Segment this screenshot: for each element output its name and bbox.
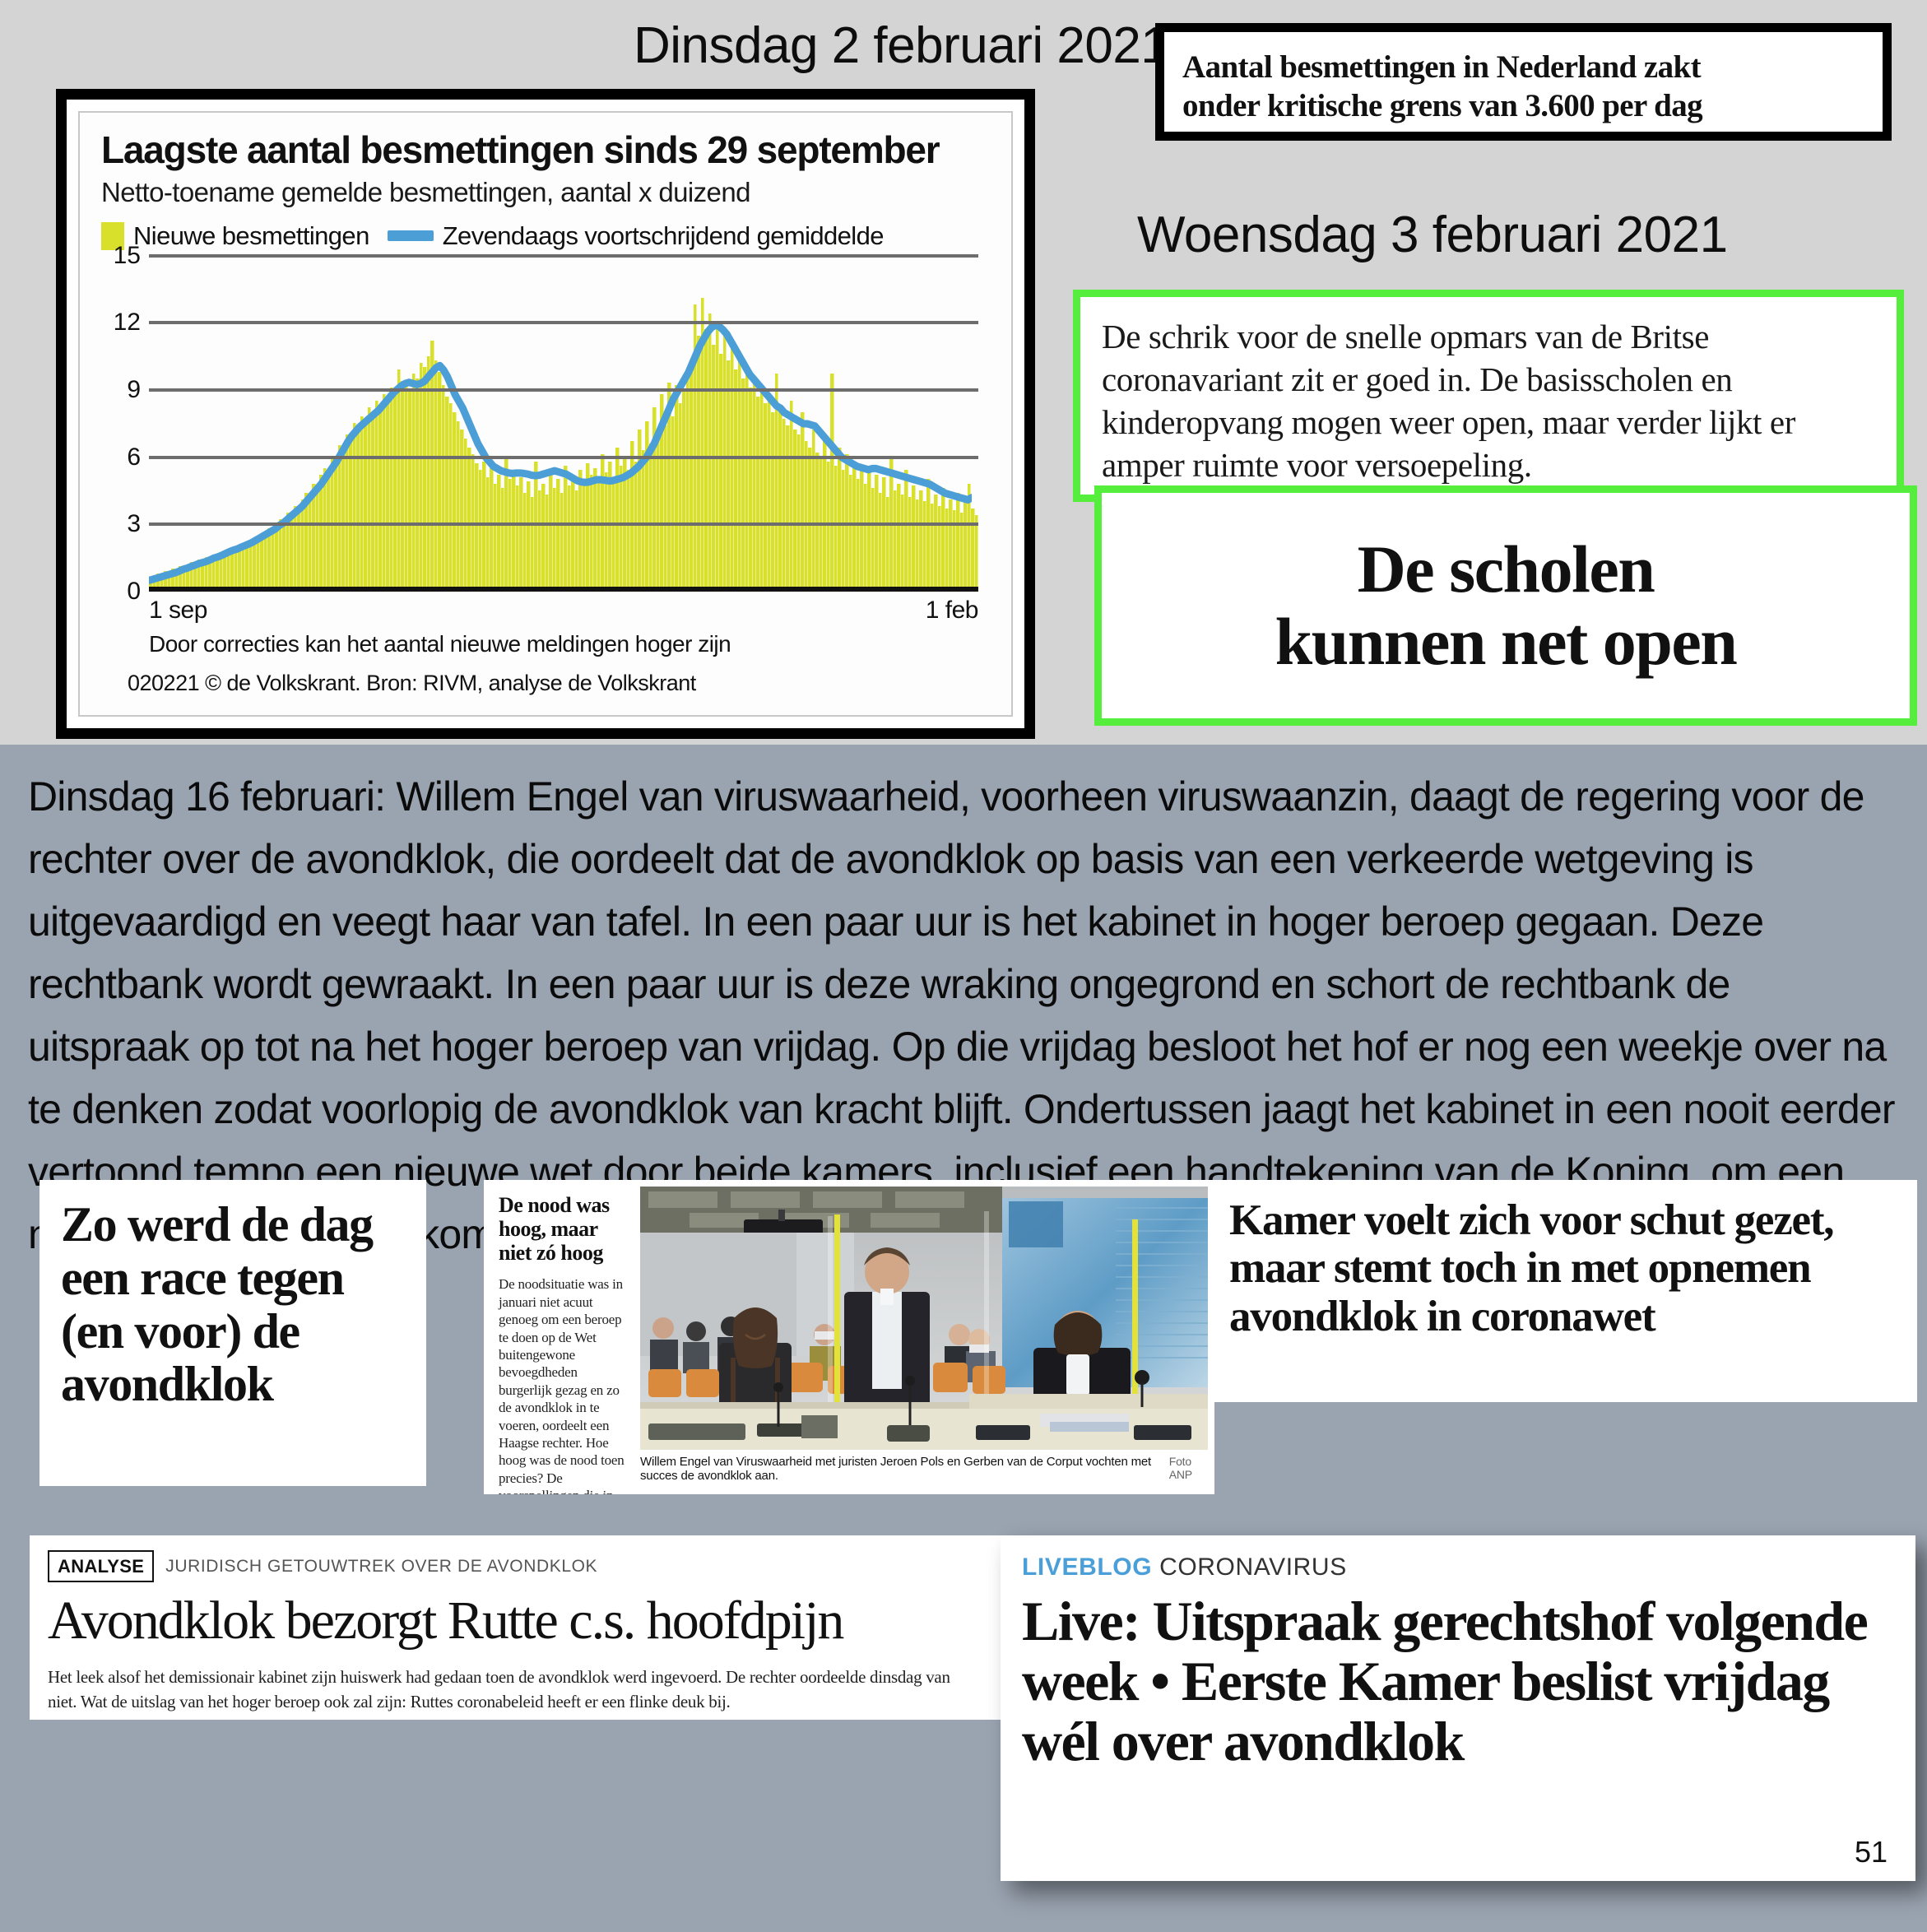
race-article-card[interactable]: Zo werd de dag een race tegen (en voor) …	[39, 1180, 426, 1486]
chart-title: Laagste aantal besmettingen sinds 29 sep…	[101, 128, 940, 171]
analyse-kicker-row: ANALYSE JURIDISCH GETOUWTREK OVER DE AVO…	[48, 1550, 1015, 1582]
scholen-headline-box: De scholen kunnen net open	[1094, 485, 1917, 726]
analyse-kicker-text: JURIDISCH GETOUWTREK OVER DE AVONDKLOK	[165, 1556, 598, 1576]
critical-threshold-headline-box: Aantal besmettingen in Nederland zakt on…	[1155, 23, 1892, 141]
chart-gridline-15	[149, 253, 978, 258]
chart-gridline-9	[149, 388, 978, 392]
infographic-chart-card: Laagste aantal besmettingen sinds 29 sep…	[56, 89, 1035, 739]
chart-inner-panel: Laagste aantal besmettingen sinds 29 sep…	[78, 111, 1013, 717]
scholen-headline-line1: De scholen	[1357, 532, 1655, 607]
intro-summary-box: De schrik voor de snelle opmars van de B…	[1073, 290, 1904, 502]
chart-legend: Nieuwe besmettingen Zevendaags voortschr…	[101, 221, 990, 251]
race-article-headline: Zo werd de dag een race tegen (en voor) …	[61, 1197, 374, 1412]
legend-item-line: Zevendaags voortschrijdend gemiddelde	[387, 221, 885, 251]
critical-headline-line2: onder kritische grens van 3.600 per dag	[1182, 87, 1703, 123]
kamer-article-headline: Kamer voelt zich voor schut gezet, maar …	[1229, 1196, 1835, 1340]
date-caption-wednesday: Woensdag 3 februari 2021	[1137, 207, 1728, 263]
chart-bar	[971, 508, 975, 587]
liveblog-label: LIVEBLOG	[1022, 1553, 1153, 1581]
liveblog-topic-label: CORONAVIRUS	[1159, 1553, 1347, 1581]
x-tick-start: 1 sep	[149, 596, 207, 624]
chart-subtitle: Netto-toename gemelde besmettingen, aant…	[101, 176, 750, 207]
chart-bar	[974, 514, 978, 587]
kamer-article-card[interactable]: Kamer voelt zich voor schut gezet, maar …	[1210, 1180, 1917, 1402]
chart-gridline-3	[149, 522, 978, 527]
scholen-headline-line2: kunnen net open	[1275, 604, 1738, 679]
chart-y-tick-0: 0	[127, 577, 141, 605]
nood-body-text: De noodsituatie was in januari niet acuu…	[499, 1276, 625, 1494]
chart-y-tick-9: 9	[127, 376, 141, 404]
legend-bar-swatch-icon	[101, 221, 124, 250]
courtroom-photo	[640, 1187, 1208, 1450]
chart-y-tick-6: 6	[127, 443, 141, 471]
nood-text-column: De nood was hoog, maar niet zó hoog De n…	[484, 1180, 640, 1494]
chart-bars-series	[149, 251, 978, 587]
analyse-lede-text: Het leek alsof het demissionair kabinet …	[48, 1667, 950, 1712]
main-narrative-paragraph: Dinsdag 16 februari: Willem Engel van vi…	[28, 773, 1896, 1257]
critical-headline-line1: Aantal besmettingen in Nederland zakt	[1182, 49, 1702, 85]
photo-credit: Foto ANP	[1168, 1455, 1192, 1481]
analyse-headline: Avondklok bezorgt Rutte c.s. hoofdpijn	[48, 1591, 844, 1651]
chart-plot-area	[149, 253, 978, 592]
date-caption-tuesday: Dinsdag 2 februari 2021	[634, 17, 1169, 74]
legend-line-label: Zevendaags voortschrijdend gemiddelde	[442, 221, 885, 250]
chart-plot-wrapper: 0 3 6 9 12 15 1 sep 1 feb	[101, 243, 990, 624]
legend-line-swatch-icon	[387, 230, 434, 242]
nood-headline: De nood was hoog, maar niet zó hoog	[499, 1193, 610, 1266]
legend-item-bars: Nieuwe besmettingen	[101, 221, 369, 251]
chart-footnote: Door correcties kan het aantal nieuwe me…	[149, 631, 731, 657]
chart-gridline-6	[149, 455, 978, 459]
intro-summary-text: De schrik voor de snelle opmars van de B…	[1102, 318, 1795, 485]
chart-gridline-12	[149, 321, 978, 325]
chart-y-tick-3: 3	[127, 510, 141, 538]
photo-caption-row: Willem Engel van Viruswaarheid met juris…	[640, 1455, 1208, 1483]
liveblog-kicker-row: LIVEBLOG CORONAVIRUS	[1022, 1553, 1894, 1581]
nood-article-card[interactable]: De nood was hoog, maar niet zó hoog De n…	[484, 1180, 1214, 1494]
analyse-tag-badge: ANALYSE	[48, 1550, 155, 1582]
chart-y-tick-15: 15	[113, 241, 141, 269]
legend-bars-label: Nieuwe besmettingen	[133, 221, 369, 250]
liveblog-headline: Live: Uitspraak gerechtshof volgende wee…	[1022, 1590, 1869, 1772]
chart-source: 020221 © de Volkskrant. Bron: RIVM, anal…	[128, 671, 696, 695]
chart-y-tick-12: 12	[113, 309, 141, 337]
page-number: 51	[1854, 1835, 1888, 1869]
liveblog-article-card[interactable]: LIVEBLOG CORONAVIRUS Live: Uitspraak ger…	[1001, 1535, 1915, 1881]
chart-x-tick-labels: 1 sep 1 feb	[149, 596, 979, 625]
chart-y-axis: 0 3 6 9 12 15	[101, 243, 149, 603]
analyse-article-card[interactable]: ANALYSE JURIDISCH GETOUWTREK OVER DE AVO…	[30, 1535, 1033, 1720]
x-tick-end: 1 feb	[925, 596, 979, 624]
photo-caption-text: Willem Engel van Viruswaarheid met juris…	[640, 1455, 1152, 1483]
